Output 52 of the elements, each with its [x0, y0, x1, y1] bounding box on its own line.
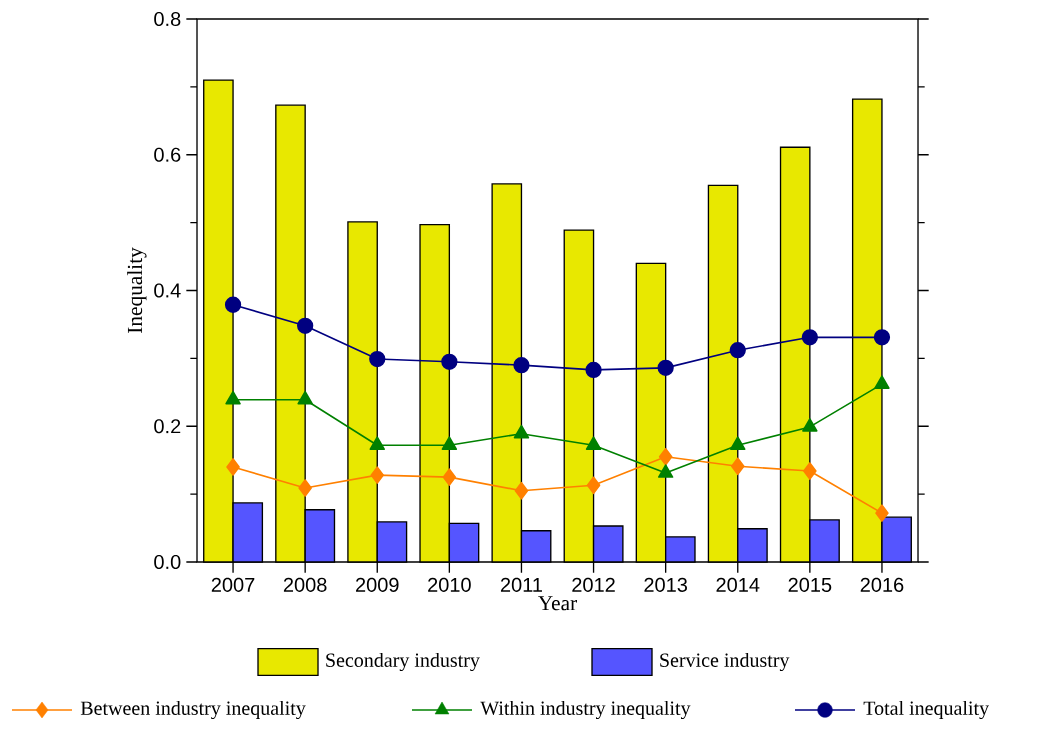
y-tick-label: 0.0 [154, 554, 181, 570]
point [730, 436, 746, 451]
legend-label: Service industry [660, 652, 790, 672]
y-tick-label: 0.2 [154, 419, 181, 434]
point [369, 350, 386, 368]
point [658, 447, 673, 466]
point [802, 418, 818, 432]
point [442, 468, 457, 486]
legend-label: Total inequality [863, 700, 989, 720]
x-axis-title: Year [538, 596, 577, 611]
point [297, 317, 314, 334]
point [585, 436, 602, 451]
point [370, 466, 385, 484]
point [873, 329, 891, 346]
point [874, 375, 890, 389]
x-tick-label: 2015 [788, 577, 832, 592]
legend-label: Between industry inequality [80, 700, 306, 720]
legend-label: Secondary industry [326, 652, 480, 672]
point [369, 436, 385, 451]
point [730, 457, 745, 476]
x-tick-label: 2014 [716, 577, 760, 592]
point [803, 462, 817, 480]
x-tick-label: 2011 [500, 577, 542, 592]
x-tick-label: 2016 [860, 577, 904, 592]
x-tick-label: 2008 [283, 577, 327, 592]
point [226, 458, 240, 476]
x-tick-label: 2009 [356, 577, 399, 592]
point [514, 481, 529, 500]
point [729, 342, 746, 359]
y-tick-label: 0.6 [154, 147, 181, 162]
point [586, 476, 601, 495]
point [297, 390, 313, 405]
y-axis-title: Inequality [127, 247, 147, 333]
point [298, 479, 312, 497]
point [801, 329, 818, 346]
point [657, 359, 674, 376]
x-tick-label: 2007 [211, 577, 255, 592]
point [441, 353, 458, 370]
point [225, 390, 241, 405]
x-tick-label: 2010 [428, 577, 471, 592]
x-tick-label: 2012 [572, 577, 615, 592]
legend-label: Within industry inequality [480, 700, 691, 720]
point [585, 361, 602, 379]
x-tick-label: 2013 [644, 577, 688, 592]
y-tick-label: 0.4 [154, 283, 181, 298]
y-tick-label: 0.8 [154, 11, 181, 27]
point [441, 436, 458, 451]
point [513, 424, 530, 439]
point [875, 504, 889, 522]
point [657, 464, 674, 478]
point [224, 296, 242, 313]
point [513, 357, 530, 374]
